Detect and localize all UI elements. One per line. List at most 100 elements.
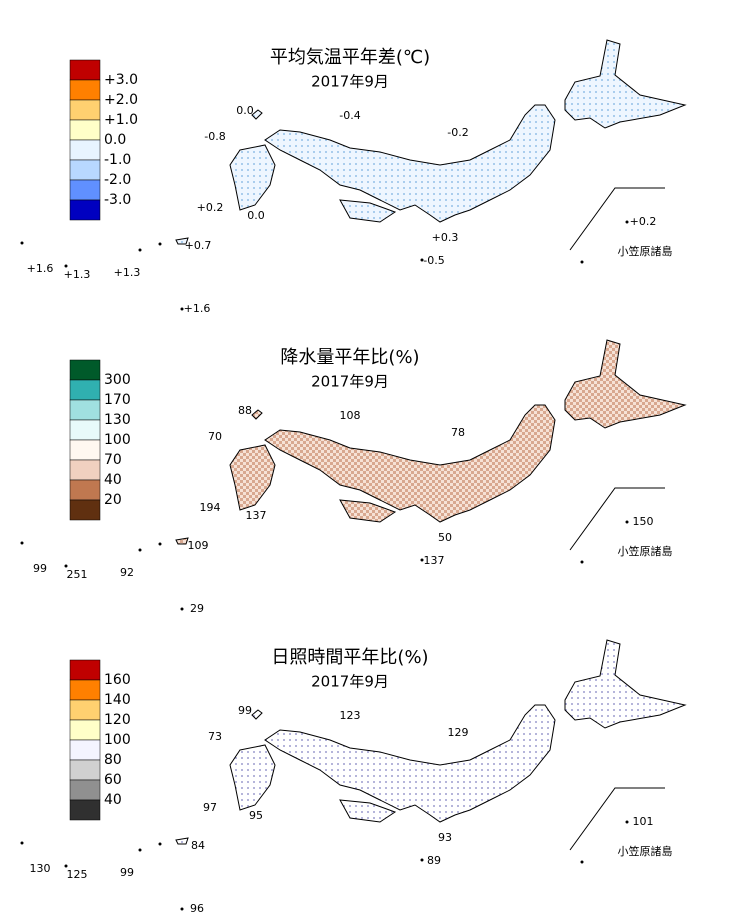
legend-swatch bbox=[69, 99, 101, 121]
legend-label: 170 bbox=[104, 392, 131, 408]
station-value: 0.0 bbox=[236, 104, 254, 117]
panel-title: 降水量平年比(%) bbox=[280, 347, 419, 368]
legend-swatch bbox=[69, 79, 101, 101]
station-value: 123 bbox=[340, 709, 361, 722]
station-value: +1.3 bbox=[64, 268, 91, 281]
station-value: 88 bbox=[238, 404, 252, 417]
legend-swatch bbox=[69, 699, 101, 721]
inset-label: 小笠原諸島 bbox=[618, 244, 673, 258]
station-value: +0.7 bbox=[185, 239, 212, 252]
legend-label: 160 bbox=[104, 672, 131, 688]
legend-swatch bbox=[69, 799, 101, 821]
station-value: 108 bbox=[340, 409, 361, 422]
legend-label: -2.0 bbox=[104, 172, 131, 188]
legend-label: 80 bbox=[104, 752, 122, 768]
legend-swatch bbox=[69, 779, 101, 801]
legend-swatch bbox=[69, 179, 101, 201]
legend-swatch bbox=[69, 499, 101, 521]
legend-swatch bbox=[69, 419, 101, 441]
legend-label: 70 bbox=[104, 452, 122, 468]
legend-swatch bbox=[69, 719, 101, 741]
station-value: 93 bbox=[438, 831, 452, 844]
legend-label: 100 bbox=[104, 432, 131, 448]
station-value: -0.2 bbox=[447, 126, 468, 139]
legend-swatch bbox=[69, 479, 101, 501]
station-value: -0.5 bbox=[423, 254, 444, 267]
station-value: 130 bbox=[30, 862, 51, 875]
legend-label: 140 bbox=[104, 692, 131, 708]
station-value: 99 bbox=[238, 704, 252, 717]
station-value: 125 bbox=[67, 868, 88, 881]
inset-label: 小笠原諸島 bbox=[618, 844, 673, 858]
legend-label: 130 bbox=[104, 412, 131, 428]
panel: 日照時間平年比(%) 2017年9月 小笠原諸島 160 140 120 100 80 6… bbox=[20, 639, 686, 915]
station-value: 89 bbox=[427, 854, 441, 867]
station-value: +0.2 bbox=[197, 201, 224, 214]
station-value: 99 bbox=[120, 866, 134, 879]
inset-label: 小笠原諸島 bbox=[618, 544, 673, 558]
station-value: +0.3 bbox=[432, 231, 459, 244]
station-value: 251 bbox=[67, 568, 88, 581]
panel-subtitle: 2017年9月 bbox=[311, 73, 389, 91]
station-value: 99 bbox=[33, 562, 47, 575]
station-value: 194 bbox=[200, 501, 221, 514]
panel-title: 日照時間平年比(%) bbox=[271, 647, 428, 668]
panel: 平均気温平年差(℃) 2017年9月 小笠原諸島 +3.0 +2.0 +1.0 0.0… bbox=[20, 39, 686, 315]
legend-swatch bbox=[69, 759, 101, 781]
legend-swatch bbox=[69, 679, 101, 701]
station-value: +0.2 bbox=[630, 215, 657, 228]
station-value: 96 bbox=[190, 902, 204, 915]
station-value: 84 bbox=[191, 839, 205, 852]
station-value: 0.0 bbox=[247, 209, 265, 222]
station-value: 101 bbox=[633, 815, 654, 828]
legend-label: +1.0 bbox=[104, 112, 138, 128]
station-value: -0.8 bbox=[204, 130, 225, 143]
legend-swatch bbox=[69, 459, 101, 481]
legend-swatch bbox=[69, 119, 101, 141]
legend-swatch bbox=[69, 199, 101, 221]
legend-swatch bbox=[69, 159, 101, 181]
station-value: 137 bbox=[424, 554, 445, 567]
legend-label: 60 bbox=[104, 772, 122, 788]
legend-swatch bbox=[69, 379, 101, 401]
station-value: 137 bbox=[246, 509, 267, 522]
station-value: +1.6 bbox=[27, 262, 54, 275]
legend-swatch bbox=[69, 139, 101, 161]
panel-subtitle: 2017年9月 bbox=[311, 373, 389, 391]
station-value: 95 bbox=[249, 809, 263, 822]
station-value: -0.4 bbox=[339, 109, 360, 122]
station-value: 92 bbox=[120, 566, 134, 579]
panel-subtitle: 2017年9月 bbox=[311, 673, 389, 691]
legend-swatch bbox=[69, 59, 101, 81]
station-value: 109 bbox=[188, 539, 209, 552]
legend-label: -1.0 bbox=[104, 152, 131, 168]
station-value: 129 bbox=[448, 726, 469, 739]
station-value: 150 bbox=[633, 515, 654, 528]
station-value: 97 bbox=[203, 801, 217, 814]
legend-label: 40 bbox=[104, 472, 122, 488]
station-value: +1.3 bbox=[114, 266, 141, 279]
station-value: 29 bbox=[190, 602, 204, 615]
legend-label: 20 bbox=[104, 492, 122, 508]
station-value: 70 bbox=[208, 430, 222, 443]
station-value: 73 bbox=[208, 730, 222, 743]
legend-label: 0.0 bbox=[104, 132, 126, 148]
legend-swatch bbox=[69, 359, 101, 381]
legend-label: 40 bbox=[104, 792, 122, 808]
legend-label: 300 bbox=[104, 372, 131, 388]
legend-swatch bbox=[69, 659, 101, 681]
legend-swatch bbox=[69, 739, 101, 761]
panel-title: 平均気温平年差(℃) bbox=[270, 47, 430, 68]
legend-label: -3.0 bbox=[104, 192, 131, 208]
legend-swatch bbox=[69, 439, 101, 461]
legend-label: 120 bbox=[104, 712, 131, 728]
legend-label: 100 bbox=[104, 732, 131, 748]
station-value: 78 bbox=[451, 426, 465, 439]
panel: 降水量平年比(%) 2017年9月 小笠原諸島 300 170 130 100 70 40… bbox=[20, 339, 686, 615]
legend-label: +2.0 bbox=[104, 92, 138, 108]
legend-swatch bbox=[69, 399, 101, 421]
station-value: 50 bbox=[438, 531, 452, 544]
station-value: +1.6 bbox=[184, 302, 211, 315]
legend-label: +3.0 bbox=[104, 72, 138, 88]
